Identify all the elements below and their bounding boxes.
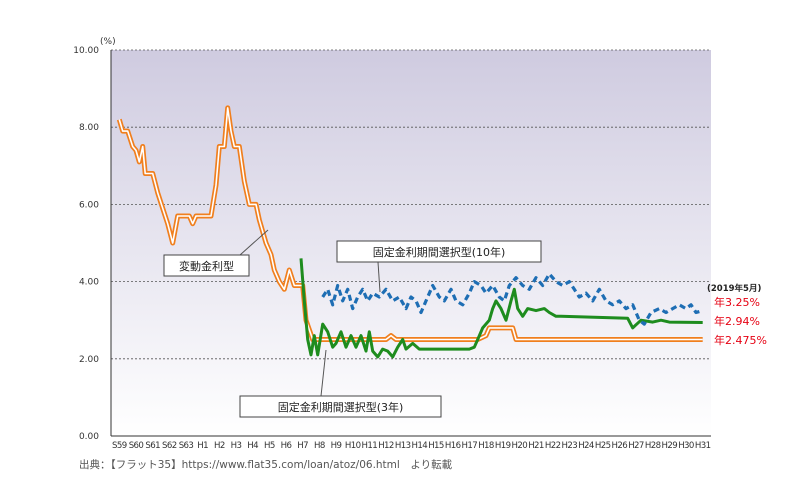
x-tick-label: H10	[345, 441, 361, 451]
series-line-dashed	[321, 272, 704, 326]
x-tick-label: S61	[145, 441, 160, 451]
x-tick-label: H23	[562, 441, 578, 451]
x-tick-label: H3	[231, 441, 242, 451]
hendo-label-box	[163, 254, 250, 277]
x-tick-label: H11	[362, 441, 378, 451]
y-tick-label: 8.00	[79, 123, 99, 133]
x-tick-label: H14	[412, 441, 428, 451]
fixed3-label-box	[239, 395, 442, 418]
x-tick-label: H29	[662, 441, 678, 451]
x-tick-label: H2	[214, 441, 225, 451]
rate-variable-label: 年2.475%	[714, 333, 767, 347]
rate-3y-label: 年2.94%	[714, 314, 760, 328]
x-tick-label: H4	[247, 441, 258, 451]
x-tick-label: H26	[612, 441, 628, 451]
fixed10-label-box	[336, 240, 542, 263]
x-tick-label: H9	[331, 441, 342, 451]
y-tick-label: 0.00	[79, 432, 99, 442]
rate-10y-label: 年3.25%	[714, 295, 760, 309]
y-tick-label: 4.00	[79, 278, 99, 288]
fixed3-leader	[320, 349, 327, 397]
x-tick-label: H21	[528, 441, 544, 451]
x-tick-label: H7	[297, 441, 308, 451]
x-tick-label: H1	[197, 441, 208, 451]
x-tick-label: H27	[628, 441, 644, 451]
x-tick-label: H12	[378, 441, 394, 451]
x-tick-label: H16	[445, 441, 461, 451]
x-tick-label: H19	[495, 441, 511, 451]
x-tick-label: S60	[129, 441, 144, 451]
as-of-label: (2019年5月)	[707, 283, 761, 294]
x-tick-label: H18	[478, 441, 494, 451]
x-tick-labels: S59 S60 S61 S62 S63 H1 H2 H3 H4 H5 H6 H7 H8 H9 H10 H11 H…	[112, 441, 711, 451]
x-tick-label: H5	[264, 441, 275, 451]
fixed10-leader	[377, 261, 381, 293]
series-line-double-inner	[118, 107, 703, 341]
y-tick-label: 6.00	[79, 200, 99, 210]
hendo-leader	[239, 229, 269, 256]
x-tick-label: H31	[695, 441, 711, 451]
y-tick-label: 10.00	[73, 46, 99, 56]
hendo-label: 変動金利型	[179, 259, 234, 273]
x-tick-label: S59	[112, 441, 127, 451]
y-tick-labels: 0.00 2.00 4.00 6.00 8.00 10.00	[73, 46, 99, 442]
y-tick-label: 2.00	[79, 355, 99, 365]
x-tick-label: H22	[545, 441, 561, 451]
x-tick-label: S62	[162, 441, 177, 451]
x-tick-label: H17	[462, 441, 478, 451]
x-tick-label: H30	[678, 441, 694, 451]
x-tick-label: H25	[595, 441, 611, 451]
x-tick-label: H28	[645, 441, 661, 451]
x-tick-label: H24	[578, 441, 594, 451]
x-tick-label: S63	[179, 441, 194, 451]
x-tick-label: H13	[395, 441, 411, 451]
x-tick-label: H15	[428, 441, 444, 451]
fixed10-label: 固定金利期間選択型(10年)	[373, 245, 506, 259]
x-tick-label: H8	[314, 441, 325, 451]
fixed3-label: 固定金利期間選択型(3年)	[278, 400, 404, 414]
y-unit-label: (%)	[100, 37, 116, 47]
x-tick-label: H6	[281, 441, 292, 451]
series-lines	[116, 105, 704, 359]
x-tick-label: H20	[512, 441, 528, 451]
series-line-solid	[299, 258, 703, 359]
source-note: 出典：【フラット35】https://www.flat35.com/loan/a…	[79, 459, 453, 471]
